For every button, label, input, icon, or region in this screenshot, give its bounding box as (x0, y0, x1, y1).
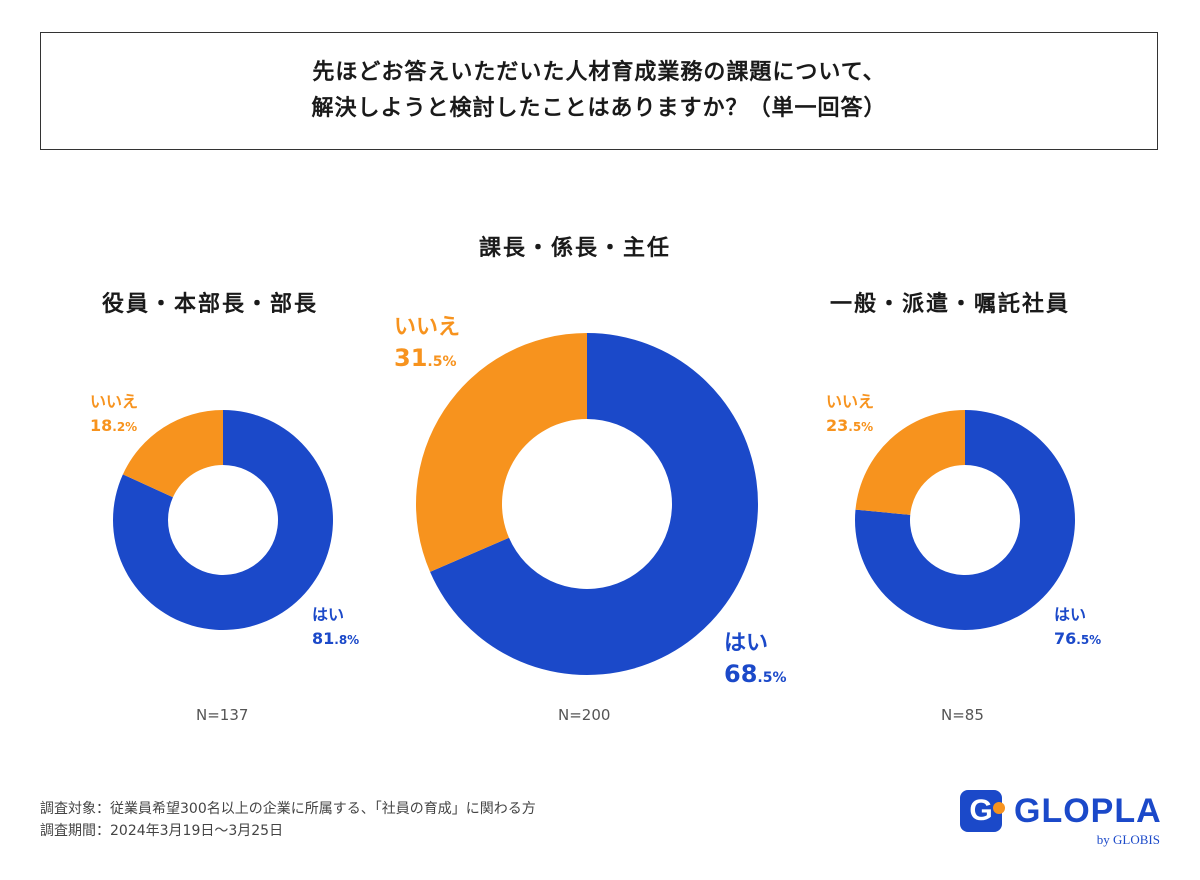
slice-label-no: いいえ (826, 392, 874, 411)
slice-value-no-decimal: .5% (848, 420, 873, 434)
slice-value-yes-integer: 76 (1054, 629, 1076, 648)
slice-value-yes: 81.8% (312, 629, 359, 648)
slice-value-no-integer: 23 (826, 416, 848, 435)
donut-executives: いいえ 18.2% はい 81.8% (90, 392, 359, 648)
slice-value-yes: 76.5% (1054, 629, 1101, 648)
donut-slice-yes (854, 410, 1075, 630)
chart-title-managers: 課長・係長・主任 (479, 236, 672, 261)
slice-value-no-integer: 31 (394, 344, 427, 372)
slice-value-yes-integer: 81 (312, 629, 334, 648)
slice-value-yes-decimal: .5% (1076, 633, 1101, 647)
question-title-line-1: 先ほどお答えいただいた人材育成業務の課題について、 (312, 60, 886, 85)
sample-size-executives: N=137 (196, 706, 249, 724)
slice-value-yes: 68.5% (724, 660, 787, 688)
slice-value-no-decimal: .2% (112, 420, 137, 434)
donut-slice-yes (430, 333, 758, 675)
slice-label-no: いいえ (90, 392, 138, 411)
glopla-logo-icon: G (960, 790, 1005, 832)
slice-value-no-decimal: .5% (427, 354, 456, 370)
chart-title-general-staff: 一般・派遣・嘱託社員 (830, 292, 1071, 317)
slice-value-yes-decimal: .8% (334, 633, 359, 647)
slice-value-no: 31.5% (394, 344, 457, 372)
slice-label-no: いいえ (394, 315, 460, 340)
slice-value-no-integer: 18 (90, 416, 112, 435)
survey-period: 調査期間：2024年3月19日〜3月25日 (40, 823, 284, 839)
donut-slice-yes (113, 410, 333, 630)
logo-by-globis: by GLOBIS (1096, 832, 1160, 847)
slice-label-yes: はい (724, 631, 768, 656)
survey-target: 調査対象：従業員希望300名以上の企業に所属する、「社員の育成」に関わる方 (40, 801, 536, 817)
slice-value-yes-integer: 68 (724, 660, 757, 688)
chart-title-executives: 役員・本部長・部長 (102, 292, 319, 317)
slice-label-yes: はい (1054, 605, 1086, 624)
sample-size-general-staff: N=85 (941, 706, 984, 724)
question-title-line-2: 解決しようと検討したことはありますか？（単一回答） (311, 96, 887, 121)
donut-slice-no (855, 410, 965, 515)
slice-value-yes-decimal: .5% (757, 670, 786, 686)
logo-dot (993, 802, 1005, 814)
slice-value-no: 23.5% (826, 416, 873, 435)
slice-label-yes: はい (312, 605, 344, 624)
question-title-box: 先ほどお答えいただいた人材育成業務の課題について、 解決しようと検討したことはあ… (40, 32, 1158, 150)
glopla-logo: G GLOPLA by GLOBIS (960, 790, 1162, 850)
donut-slice-no (415, 333, 587, 572)
survey-footer: 調査対象：従業員希望300名以上の企業に所属する、「社員の育成」に関わる方 調査… (40, 798, 536, 842)
logo-wordmark: GLOPLA (1014, 792, 1162, 830)
slice-value-no: 18.2% (90, 416, 137, 435)
donut-slice-no (122, 410, 223, 498)
sample-size-managers: N=200 (558, 706, 611, 724)
logo-mark-letter: G (969, 794, 993, 827)
